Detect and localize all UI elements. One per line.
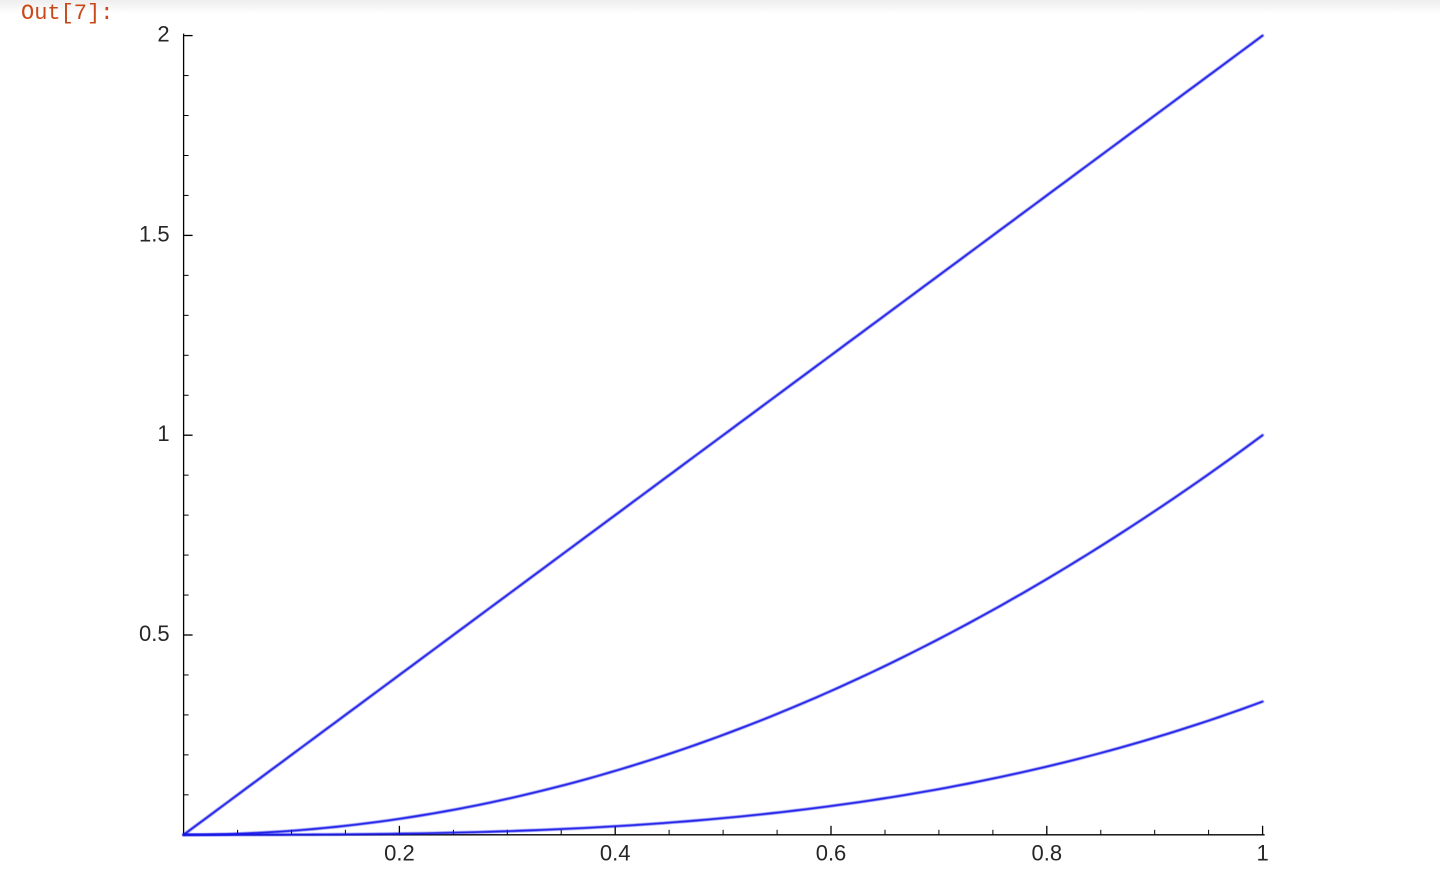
svg-text:1: 1 <box>1256 841 1268 866</box>
svg-text:0.2: 0.2 <box>384 841 415 866</box>
svg-text:0.8: 0.8 <box>1032 841 1063 866</box>
svg-text:1: 1 <box>157 421 169 446</box>
svg-text:0.5: 0.5 <box>139 621 170 646</box>
svg-text:1.5: 1.5 <box>139 221 170 246</box>
svg-text:0.6: 0.6 <box>816 841 847 866</box>
svg-text:2: 2 <box>157 22 169 47</box>
svg-text:0.4: 0.4 <box>600 841 631 866</box>
